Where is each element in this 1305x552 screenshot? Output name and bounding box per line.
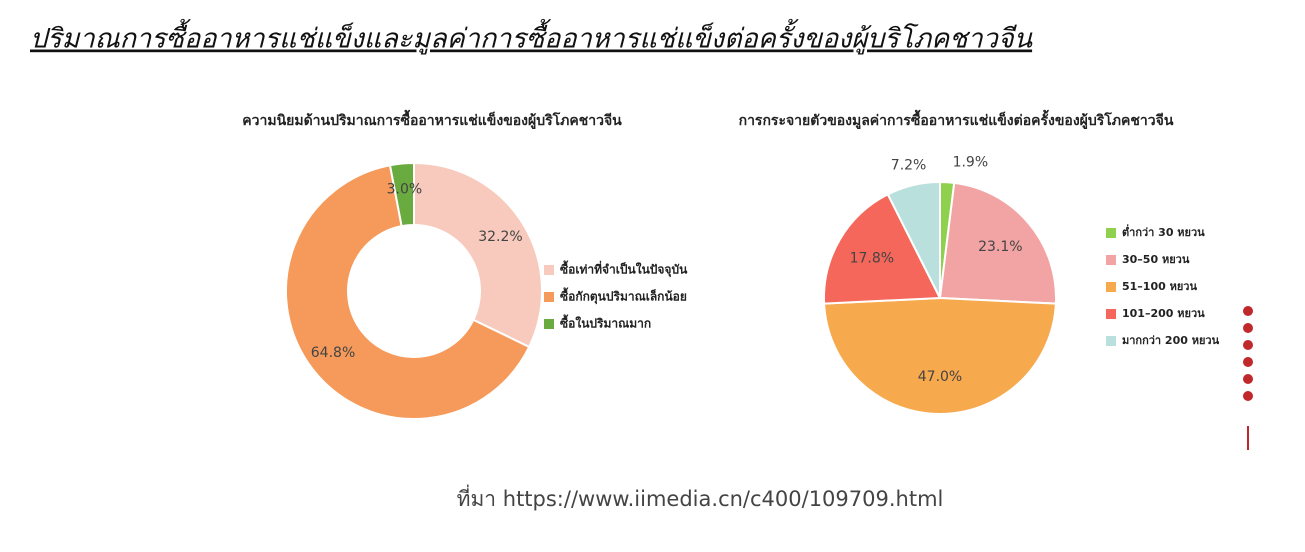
legend-swatch xyxy=(1106,336,1116,346)
legend-swatch xyxy=(1106,228,1116,238)
legend-label: ซื้อในปริมาณมาก xyxy=(560,314,651,331)
donut-slice xyxy=(388,161,415,228)
legend-label: 51–100 หยวน xyxy=(1122,280,1197,293)
decoration xyxy=(1243,306,1253,450)
data-label: 32.2% xyxy=(478,229,522,245)
legend-swatch xyxy=(544,292,554,302)
legend-swatch xyxy=(544,265,554,275)
legend-swatch xyxy=(1106,282,1116,292)
legend-label: ซื้อกักตุนปริมาณเล็กน้อย xyxy=(560,287,687,305)
data-label: 3.0% xyxy=(387,181,423,197)
pie-slice xyxy=(886,180,941,299)
legend-label: 30–50 หยวน xyxy=(1122,253,1190,266)
chart-title: ความนิยมด้านปริมาณการซื้ออาหารแช่แข็งของ… xyxy=(242,109,622,129)
data-label: 64.8% xyxy=(311,345,355,361)
data-label: 23.1% xyxy=(978,239,1022,255)
data-label: 47.0% xyxy=(918,369,962,385)
pie-slice xyxy=(823,296,1057,415)
source: ที่มา https://www.iimedia.cn/c400/109709… xyxy=(457,484,944,511)
pie-slice xyxy=(938,181,1057,305)
pie-slice xyxy=(823,193,942,305)
donut-slice xyxy=(413,161,543,349)
data-label: 17.8% xyxy=(850,250,894,266)
legend-swatch xyxy=(1106,255,1116,265)
legend-swatch xyxy=(544,319,554,329)
legend-label: มากกว่า 200 หยวน xyxy=(1122,334,1220,347)
legend-label: 101–200 หยวน xyxy=(1122,307,1205,320)
data-label: 7.2% xyxy=(891,158,927,174)
legend-label: ซื้อเท่าที่จำเป็นในปัจจุบัน xyxy=(560,260,688,278)
donut-slice xyxy=(285,164,531,420)
chart-title: การกระจายตัวของมูลค่าการซื้ออาหารแช่แข็ง… xyxy=(739,109,1174,129)
legend-swatch xyxy=(1106,309,1116,319)
data-label: 1.9% xyxy=(953,154,989,170)
legend-label: ต่ำกว่า 30 หยวน xyxy=(1122,224,1205,239)
slide-title: ปริมาณการซื้ออาหารแช่แข็งและมูลค่าการซื้… xyxy=(30,19,1034,56)
